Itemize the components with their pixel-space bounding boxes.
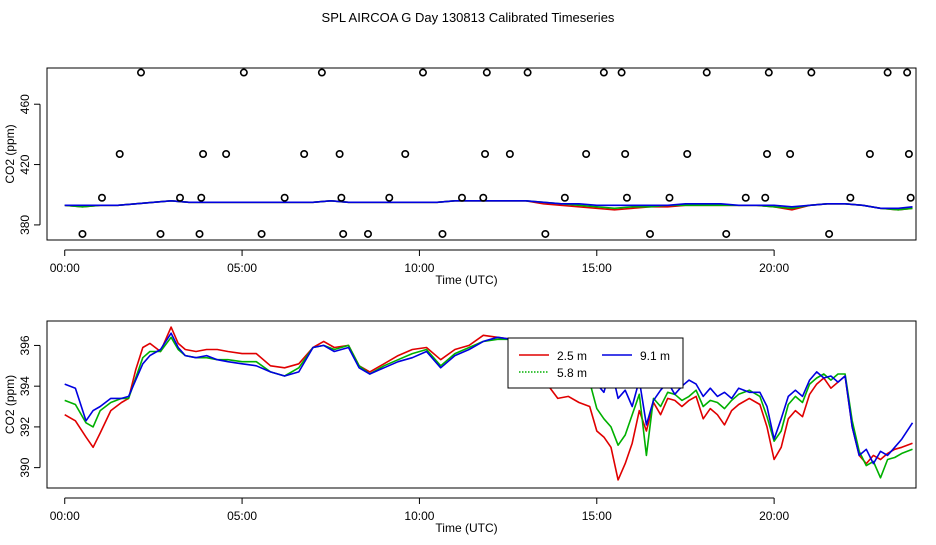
series-line-2-5-m xyxy=(64,326,913,481)
legend-label: 5.8 m xyxy=(557,366,587,380)
figure-title: SPL AIRCOA G Day 130813 Calibrated Times… xyxy=(322,10,615,25)
reference-sample-point xyxy=(702,68,711,77)
reference-sample-point xyxy=(257,229,266,238)
reference-sample-point xyxy=(865,150,874,159)
reference-sample-point xyxy=(401,150,410,159)
reference-sample-point xyxy=(523,68,532,77)
reference-sample-point xyxy=(457,193,466,202)
reference-sample-point xyxy=(582,150,591,159)
reference-sample-point xyxy=(481,150,490,159)
reference-sample-point xyxy=(197,193,206,202)
x-axis-label: Time (UTC) xyxy=(435,521,497,535)
reference-sample-point xyxy=(176,193,185,202)
y-tick-label: 390 xyxy=(18,457,32,477)
reference-sample-point xyxy=(479,193,488,202)
x-tick-label: 15:00 xyxy=(582,509,612,523)
reference-sample-point xyxy=(335,150,344,159)
reference-sample-point xyxy=(337,193,346,202)
reference-sample-point xyxy=(645,229,654,238)
plot-frame xyxy=(46,320,917,489)
reference-sample-point xyxy=(280,193,289,202)
y-tick-label: 420 xyxy=(18,154,32,174)
reference-sample-point xyxy=(136,68,145,77)
legend-label: 9.1 m xyxy=(640,349,670,363)
reference-sample-point xyxy=(904,150,913,159)
reference-sample-point xyxy=(339,229,348,238)
reference-sample-point xyxy=(617,68,626,77)
reference-sample-point xyxy=(418,68,427,77)
legend-label: 2.5 m xyxy=(557,349,587,363)
reference-sample-point xyxy=(846,193,855,202)
reference-sample-point xyxy=(385,193,394,202)
legend: 2.5 m 9.1 m 5.8 m xyxy=(507,337,684,389)
reference-sample-point xyxy=(883,68,892,77)
top-panel-scatter: 00:00 05:00 10:00 15:00 20:00 Time (UTC) 380 42… xyxy=(3,67,917,287)
reference-sample-point xyxy=(906,193,915,202)
x-tick-label: 20:00 xyxy=(759,509,789,523)
reference-sample-point xyxy=(541,229,550,238)
reference-sample-point xyxy=(599,68,608,77)
reference-sample-point xyxy=(722,229,731,238)
x-tick-label: 10:00 xyxy=(404,509,434,523)
reference-sample-point xyxy=(195,229,204,238)
y-tick-label: 392 xyxy=(18,417,32,437)
reference-sample-point xyxy=(903,68,912,77)
reference-sample-point xyxy=(317,68,326,77)
reference-sample-point xyxy=(786,150,795,159)
reference-sample-point xyxy=(438,229,447,238)
y-tick-label: 380 xyxy=(18,215,32,235)
reference-sample-point xyxy=(622,193,631,202)
reference-sample-point xyxy=(763,150,772,159)
reference-sample-point xyxy=(115,150,124,159)
reference-sample-point xyxy=(78,229,87,238)
reference-sample-point xyxy=(97,193,106,202)
y-tick-label: 460 xyxy=(18,94,32,114)
x-tick-label: 05:00 xyxy=(227,509,257,523)
reference-sample-point xyxy=(761,193,770,202)
x-tick-label: 20:00 xyxy=(759,261,789,275)
x-tick-label: 00:00 xyxy=(50,509,80,523)
x-tick-label: 05:00 xyxy=(227,261,257,275)
x-tick-label: 10:00 xyxy=(404,261,434,275)
y-tick-label: 394 xyxy=(18,376,32,396)
series-line-9-1-m xyxy=(64,200,913,210)
series-line-9-1-m xyxy=(64,332,914,465)
y-tick-label: 396 xyxy=(18,335,32,355)
reference-sample-point xyxy=(621,150,630,159)
reference-sample-point xyxy=(825,229,834,238)
reference-sample-point xyxy=(222,150,231,159)
reference-sample-point xyxy=(239,68,248,77)
x-tick-label: 00:00 xyxy=(50,261,80,275)
reference-sample-point xyxy=(741,193,750,202)
reference-sample-point xyxy=(807,68,816,77)
reference-sample-point xyxy=(199,150,208,159)
y-axis-label: CO2 (ppm) xyxy=(3,375,17,434)
bottom-panel-lines: 00:00 05:00 10:00 15:00 20:00 Time (UTC) 390 39… xyxy=(3,320,917,535)
reference-sample-point xyxy=(665,193,674,202)
reference-sample-point xyxy=(560,193,569,202)
x-axis-label: Time (UTC) xyxy=(435,273,497,287)
y-axis-label: CO2 (ppm) xyxy=(3,124,17,183)
reference-sample-point xyxy=(764,68,773,77)
reference-sample-point xyxy=(683,150,692,159)
legend-box xyxy=(507,337,684,389)
x-tick-label: 15:00 xyxy=(582,261,612,275)
plot-frame xyxy=(46,67,917,241)
reference-sample-point xyxy=(505,150,514,159)
reference-sample-point xyxy=(482,68,491,77)
reference-sample-point xyxy=(156,229,165,238)
reference-sample-point xyxy=(363,229,372,238)
reference-sample-point xyxy=(300,150,309,159)
